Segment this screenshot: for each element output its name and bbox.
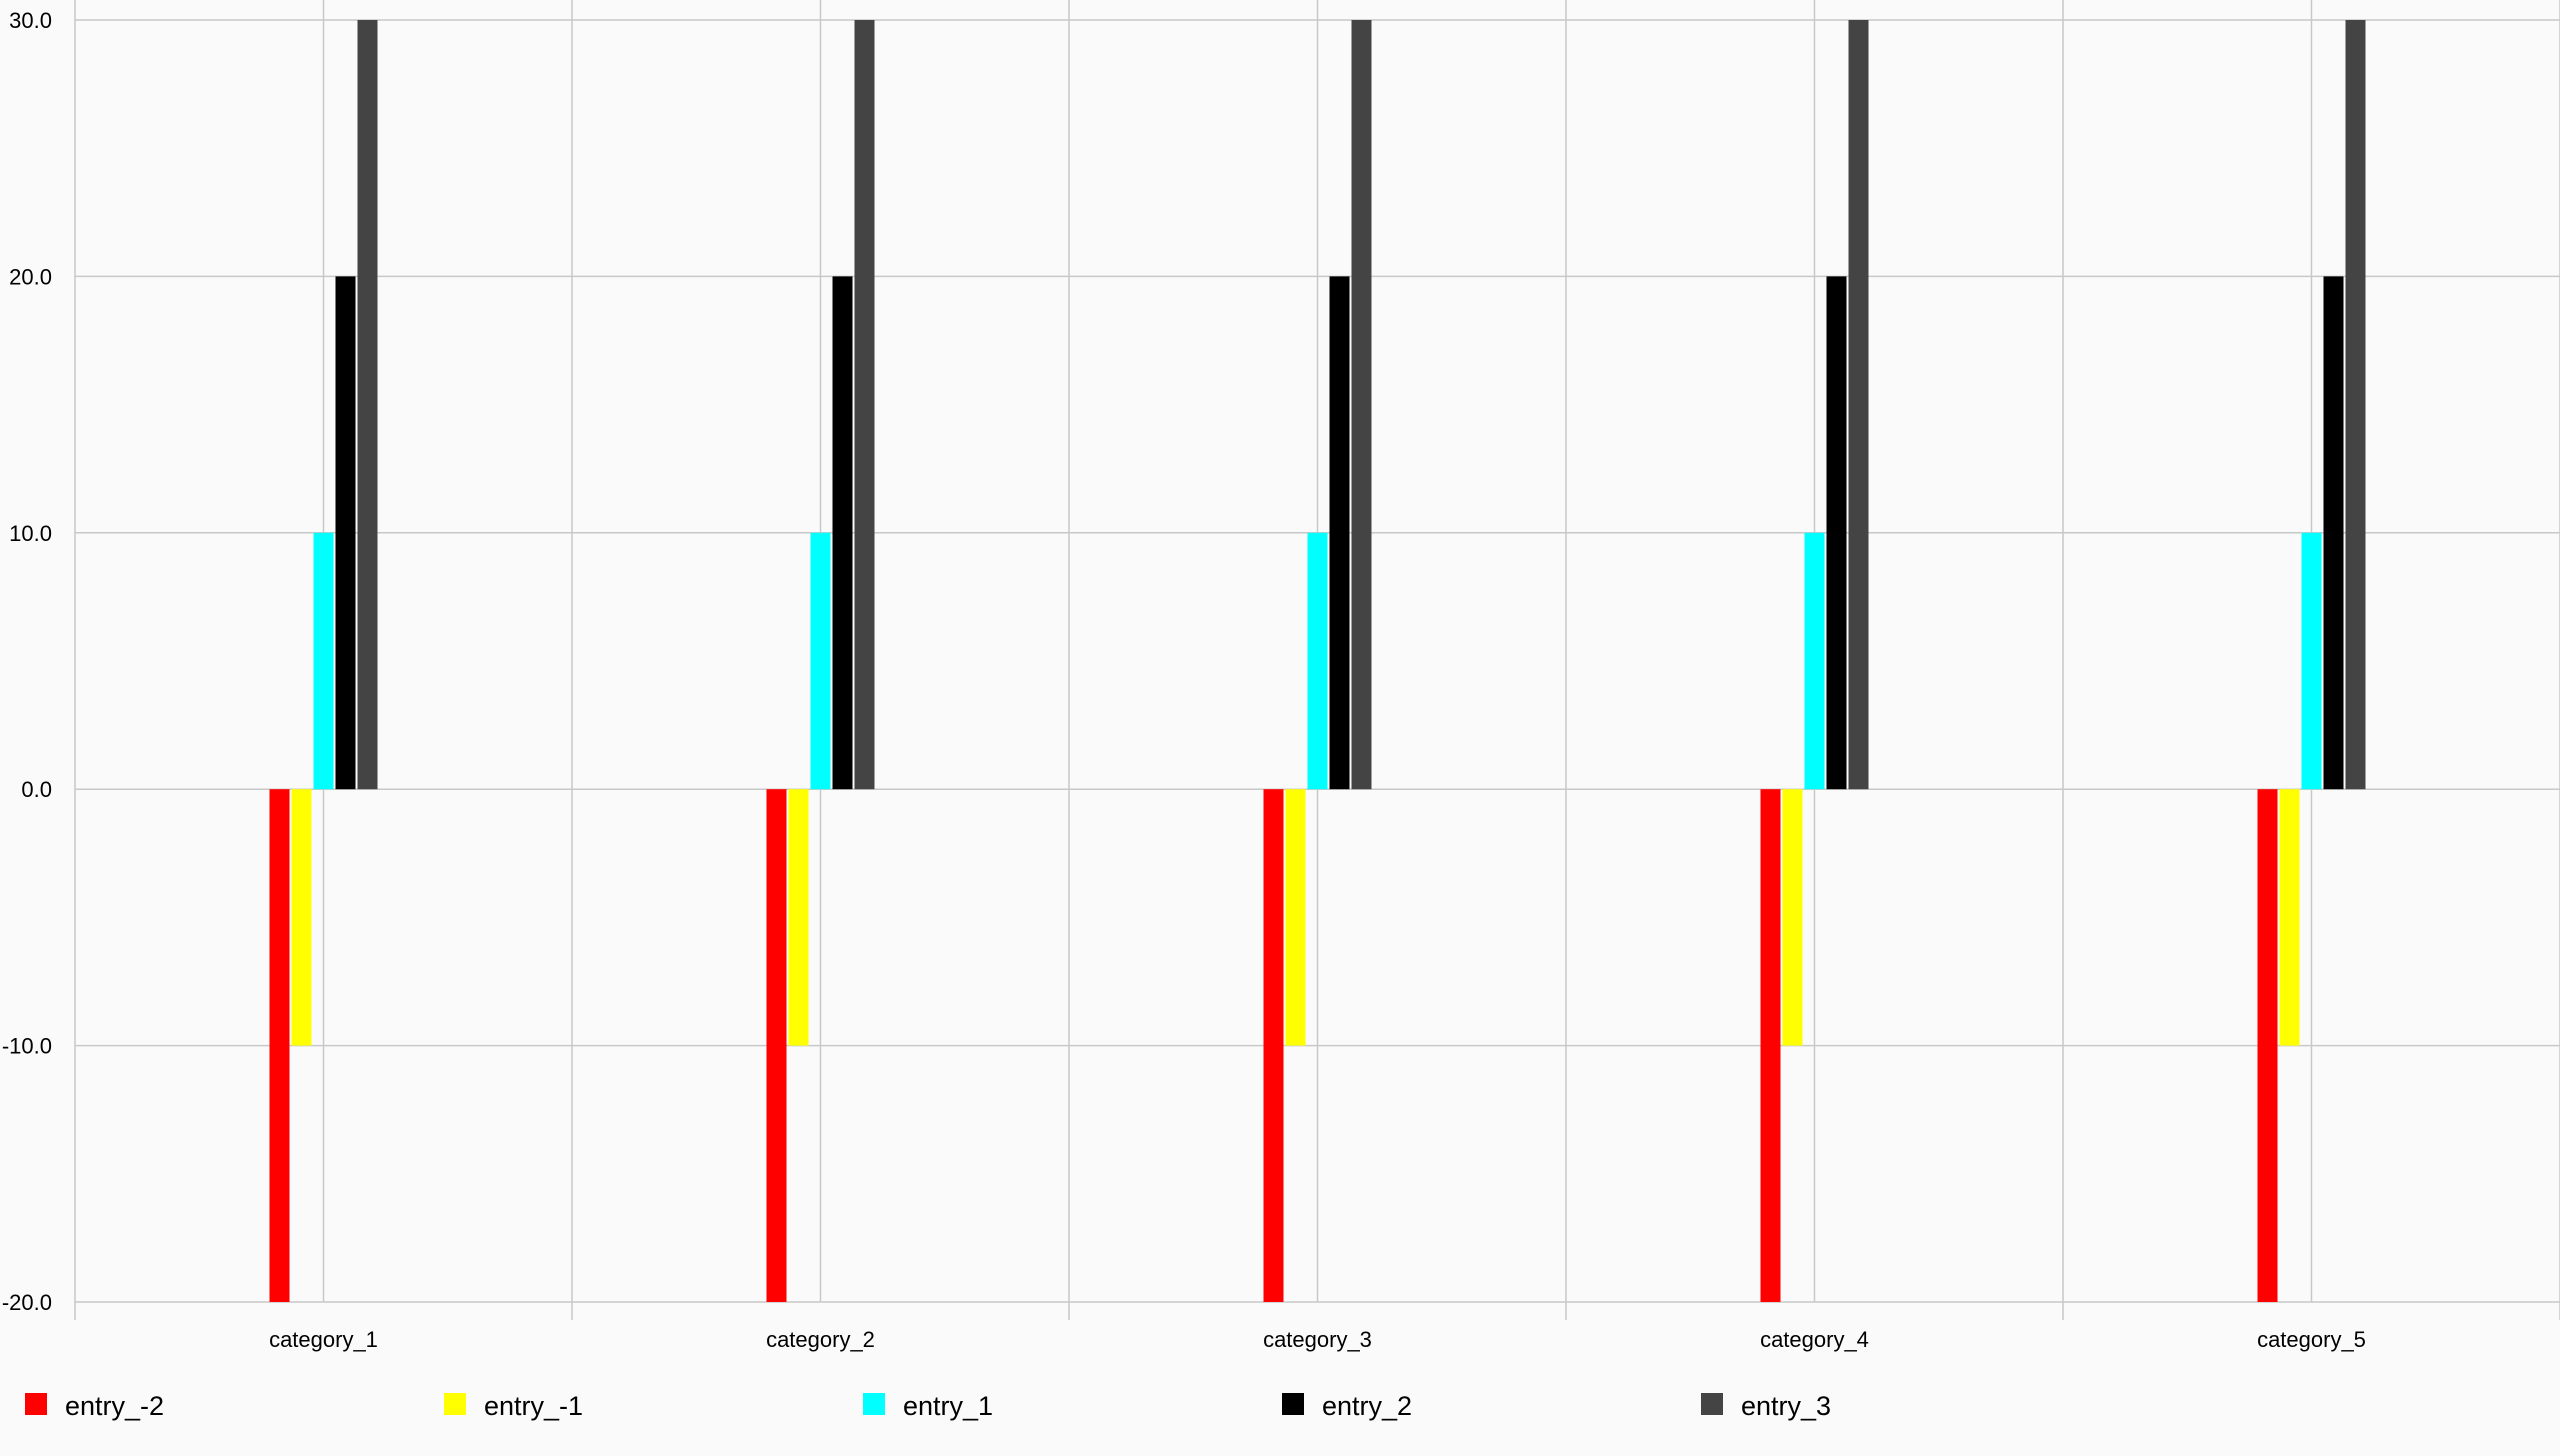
y-tick-label: 10.0 [9,521,52,546]
bar-entry_2-category_4 [1826,276,1847,790]
bar-entry_1-category_4 [1804,532,1825,790]
bar-entry_-2-category_3 [1263,789,1284,1302]
legend-swatch-entry_-1 [444,1393,466,1415]
legend-swatch-entry_1 [863,1393,885,1415]
bars [269,20,2366,1302]
legend: entry_-2 entry_-1 entry_1 entry_2 entry_3 [25,1391,1831,1421]
bar-entry_2-category_5 [2323,276,2344,790]
bar-entry_3-category_1 [357,20,378,790]
y-tick-label: 30.0 [9,8,52,33]
x-tick-label: category_3 [1263,1327,1372,1352]
legend-swatch-entry_-2 [25,1393,47,1415]
y-axis-tick-labels: 30.0 20.0 10.0 0.0 -10.0 -20.0 [2,8,52,1315]
bar-entry_2-category_2 [832,276,853,790]
legend-label-entry_2: entry_2 [1322,1391,1412,1421]
y-tick-label: 0.0 [21,777,52,802]
legend-label-entry_1: entry_1 [903,1391,993,1421]
bar-entry_1-category_1 [313,532,334,790]
bar-entry_3-category_5 [2345,20,2366,790]
y-tick-label: 20.0 [9,264,52,289]
legend-label-entry_-1: entry_-1 [484,1391,583,1421]
x-tick-label: category_4 [1760,1327,1869,1352]
y-tick-label: -10.0 [2,1034,52,1059]
bar-entry_3-category_3 [1351,20,1372,790]
bar-entry_2-category_1 [335,276,356,790]
legend-swatch-entry_2 [1282,1393,1304,1415]
legend-label-entry_3: entry_3 [1741,1391,1831,1421]
x-tick-label: category_5 [2257,1327,2366,1352]
bar-entry_-2-category_5 [2257,789,2278,1302]
bar-entry_2-category_3 [1329,276,1350,790]
y-tick-label: -20.0 [2,1290,52,1315]
bar-entry_-1-category_3 [1285,789,1306,1046]
x-tick-label: category_1 [269,1327,378,1352]
bar-entry_-2-category_2 [766,789,787,1302]
x-axis-tick-labels: category_1 category_2 category_3 category_4… [269,1327,2366,1352]
bar-entry_3-category_2 [854,20,875,790]
bar-entry_-2-category_4 [1760,789,1781,1302]
legend-label-entry_-2: entry_-2 [65,1391,164,1421]
bar-entry_1-category_5 [2301,532,2322,790]
bar-entry_-1-category_5 [2279,789,2300,1046]
bar-entry_1-category_3 [1307,532,1328,790]
bar-entry_3-category_4 [1848,20,1869,790]
x-tick-label: category_2 [766,1327,875,1352]
legend-swatch-entry_3 [1701,1393,1723,1415]
bar-entry_-1-category_4 [1782,789,1803,1046]
bar-entry_1-category_2 [810,532,831,790]
bar-entry_-1-category_2 [788,789,809,1046]
bar-entry_-2-category_1 [269,789,290,1302]
bar-entry_-1-category_1 [291,789,312,1046]
